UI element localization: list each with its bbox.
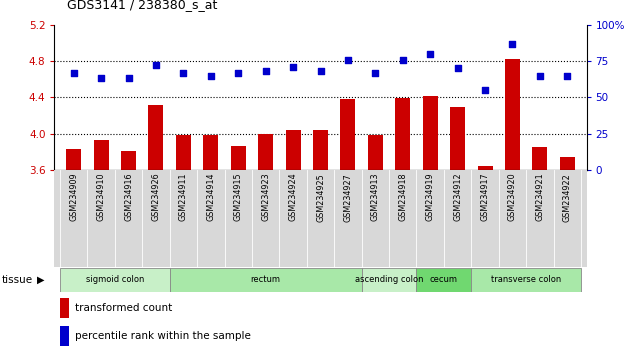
Point	[233, 70, 244, 75]
Point	[343, 57, 353, 62]
Text: GSM234910: GSM234910	[97, 173, 106, 221]
Text: GSM234915: GSM234915	[234, 173, 243, 222]
Point	[206, 73, 216, 78]
FancyBboxPatch shape	[60, 268, 170, 292]
Text: transverse colon: transverse colon	[491, 275, 562, 284]
Text: ▶: ▶	[37, 275, 45, 285]
Bar	[422, 96, 438, 354]
FancyBboxPatch shape	[471, 268, 581, 292]
Bar	[231, 146, 246, 354]
Text: GSM234911: GSM234911	[179, 173, 188, 221]
Bar	[533, 147, 547, 354]
Bar	[60, 298, 69, 318]
Bar	[285, 130, 301, 354]
Text: GSM234920: GSM234920	[508, 173, 517, 222]
Bar	[368, 136, 383, 354]
Point	[69, 70, 79, 75]
Text: GSM234918: GSM234918	[398, 173, 407, 221]
Bar	[258, 134, 273, 354]
Point	[178, 70, 188, 75]
Point	[151, 63, 161, 68]
Text: GSM234919: GSM234919	[426, 173, 435, 222]
FancyBboxPatch shape	[417, 268, 471, 292]
Bar	[121, 151, 136, 354]
Text: GSM234909: GSM234909	[69, 173, 78, 222]
Point	[288, 64, 298, 70]
Text: GSM234914: GSM234914	[206, 173, 215, 221]
Text: GSM234912: GSM234912	[453, 173, 462, 222]
FancyBboxPatch shape	[170, 268, 362, 292]
Text: GSM234924: GSM234924	[288, 173, 297, 222]
FancyBboxPatch shape	[362, 268, 417, 292]
Text: sigmoid colon: sigmoid colon	[86, 275, 144, 284]
Point	[453, 65, 463, 71]
Point	[507, 41, 517, 46]
Point	[370, 70, 381, 75]
Bar	[340, 99, 356, 354]
Bar	[505, 59, 520, 354]
Point	[260, 68, 271, 74]
Point	[480, 87, 490, 93]
Text: cecum: cecum	[430, 275, 458, 284]
Bar	[395, 98, 410, 354]
Text: tissue: tissue	[1, 275, 33, 285]
Bar	[313, 130, 328, 354]
Text: GSM234923: GSM234923	[261, 173, 270, 222]
Bar	[94, 140, 108, 354]
Text: percentile rank within the sample: percentile rank within the sample	[75, 331, 251, 341]
Text: transformed count: transformed count	[75, 303, 172, 313]
Bar	[203, 135, 219, 354]
Bar	[60, 326, 69, 346]
Bar	[560, 157, 575, 354]
Bar	[450, 107, 465, 354]
Point	[315, 68, 326, 74]
Point	[397, 57, 408, 62]
Point	[96, 76, 106, 81]
Point	[425, 51, 435, 57]
Text: GSM234913: GSM234913	[371, 173, 380, 221]
Text: GSM234927: GSM234927	[344, 173, 353, 222]
Text: ascending colon: ascending colon	[355, 275, 423, 284]
Text: GSM234926: GSM234926	[151, 173, 160, 222]
Text: GDS3141 / 238380_s_at: GDS3141 / 238380_s_at	[67, 0, 218, 11]
Point	[535, 73, 545, 78]
Bar	[478, 166, 492, 354]
Text: GSM234925: GSM234925	[316, 173, 325, 222]
Point	[124, 76, 134, 81]
Text: GSM234917: GSM234917	[481, 173, 490, 222]
Text: GSM234921: GSM234921	[535, 173, 544, 222]
Bar	[149, 105, 163, 354]
Point	[562, 73, 572, 78]
Bar	[176, 135, 191, 354]
Text: GSM234916: GSM234916	[124, 173, 133, 221]
Text: rectum: rectum	[251, 275, 281, 284]
Bar	[66, 149, 81, 354]
Text: GSM234922: GSM234922	[563, 173, 572, 222]
